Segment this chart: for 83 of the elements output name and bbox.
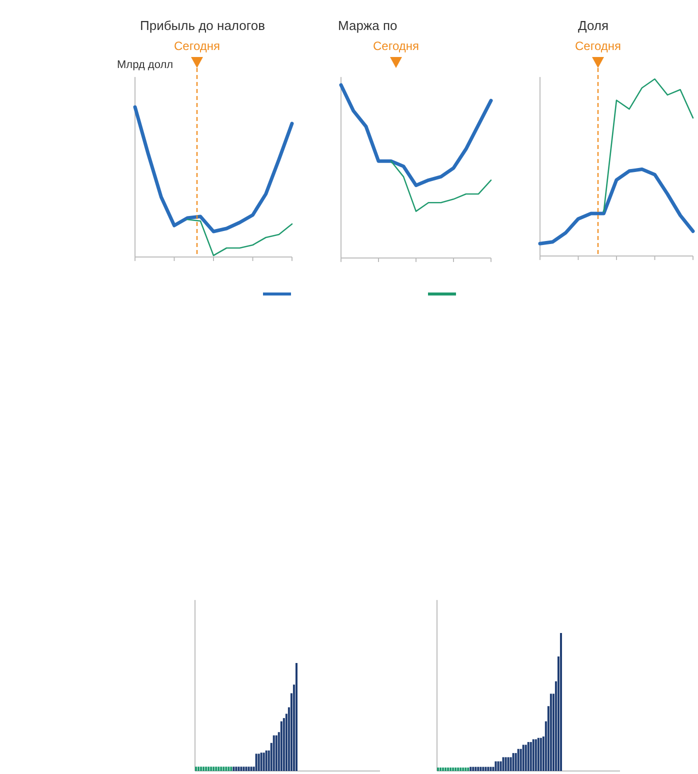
bar [225, 766, 228, 771]
bar [507, 757, 510, 771]
bar [212, 766, 215, 771]
bar [255, 754, 258, 771]
bar [527, 742, 530, 771]
bar [524, 744, 527, 771]
text: Сегодня [174, 39, 220, 53]
bar [444, 768, 447, 771]
bar [265, 750, 268, 771]
bar [450, 768, 452, 771]
bar [470, 766, 472, 771]
bar [218, 766, 220, 771]
bar [500, 761, 502, 771]
bar [272, 735, 275, 771]
bar [532, 739, 534, 771]
bar [282, 718, 285, 771]
chart-title: Маржа по [338, 18, 398, 33]
bar [497, 761, 500, 771]
bar [262, 752, 265, 771]
bar [275, 735, 278, 771]
bar [502, 757, 504, 771]
bar [198, 766, 200, 771]
bar [462, 768, 464, 771]
chart-title: Доля [578, 18, 609, 33]
bar [280, 721, 282, 771]
bar [540, 738, 542, 771]
bar [200, 766, 202, 771]
bar [520, 748, 522, 771]
y-axis-title: Млрд долл [117, 59, 174, 71]
bar [464, 768, 467, 771]
bar [512, 753, 514, 771]
bar [482, 766, 484, 771]
text: Сегодня [575, 39, 621, 53]
bar [550, 694, 552, 771]
bar [504, 757, 507, 771]
bar [238, 766, 240, 771]
bar [215, 766, 218, 771]
bar [210, 766, 212, 771]
bar [460, 768, 462, 771]
bar [202, 766, 205, 771]
bar [437, 768, 440, 771]
bar [228, 766, 230, 771]
bar [220, 766, 222, 771]
bar [530, 742, 532, 771]
bar [510, 757, 512, 771]
bar [250, 766, 252, 771]
bar [454, 768, 457, 771]
bar [235, 766, 238, 771]
bar [195, 766, 198, 771]
chart-title: Прибыль до налогов [140, 18, 266, 33]
bar [232, 766, 235, 771]
bar [480, 766, 482, 771]
bar [447, 768, 450, 771]
bar [205, 766, 208, 771]
bar [472, 766, 474, 771]
bar [248, 766, 250, 771]
bar [242, 766, 245, 771]
bar [490, 766, 492, 771]
bar [537, 738, 540, 771]
bar [230, 766, 232, 771]
bar [457, 768, 460, 771]
bar [484, 766, 487, 771]
bar [222, 766, 225, 771]
bar [514, 753, 517, 771]
bar [440, 768, 442, 771]
bar [487, 766, 490, 771]
bar [474, 766, 477, 771]
bar [467, 768, 470, 771]
bar [494, 761, 497, 771]
bar [534, 739, 537, 771]
bar [258, 754, 260, 771]
bar [522, 744, 524, 771]
bar [560, 633, 562, 771]
bar [452, 768, 454, 771]
text: Сегодня [373, 39, 419, 53]
bar [208, 766, 210, 771]
bar [295, 663, 298, 771]
bar [240, 766, 242, 771]
bar [442, 768, 444, 771]
bar [477, 766, 480, 771]
bar [517, 748, 520, 771]
bar [260, 752, 262, 771]
bar [245, 766, 248, 771]
